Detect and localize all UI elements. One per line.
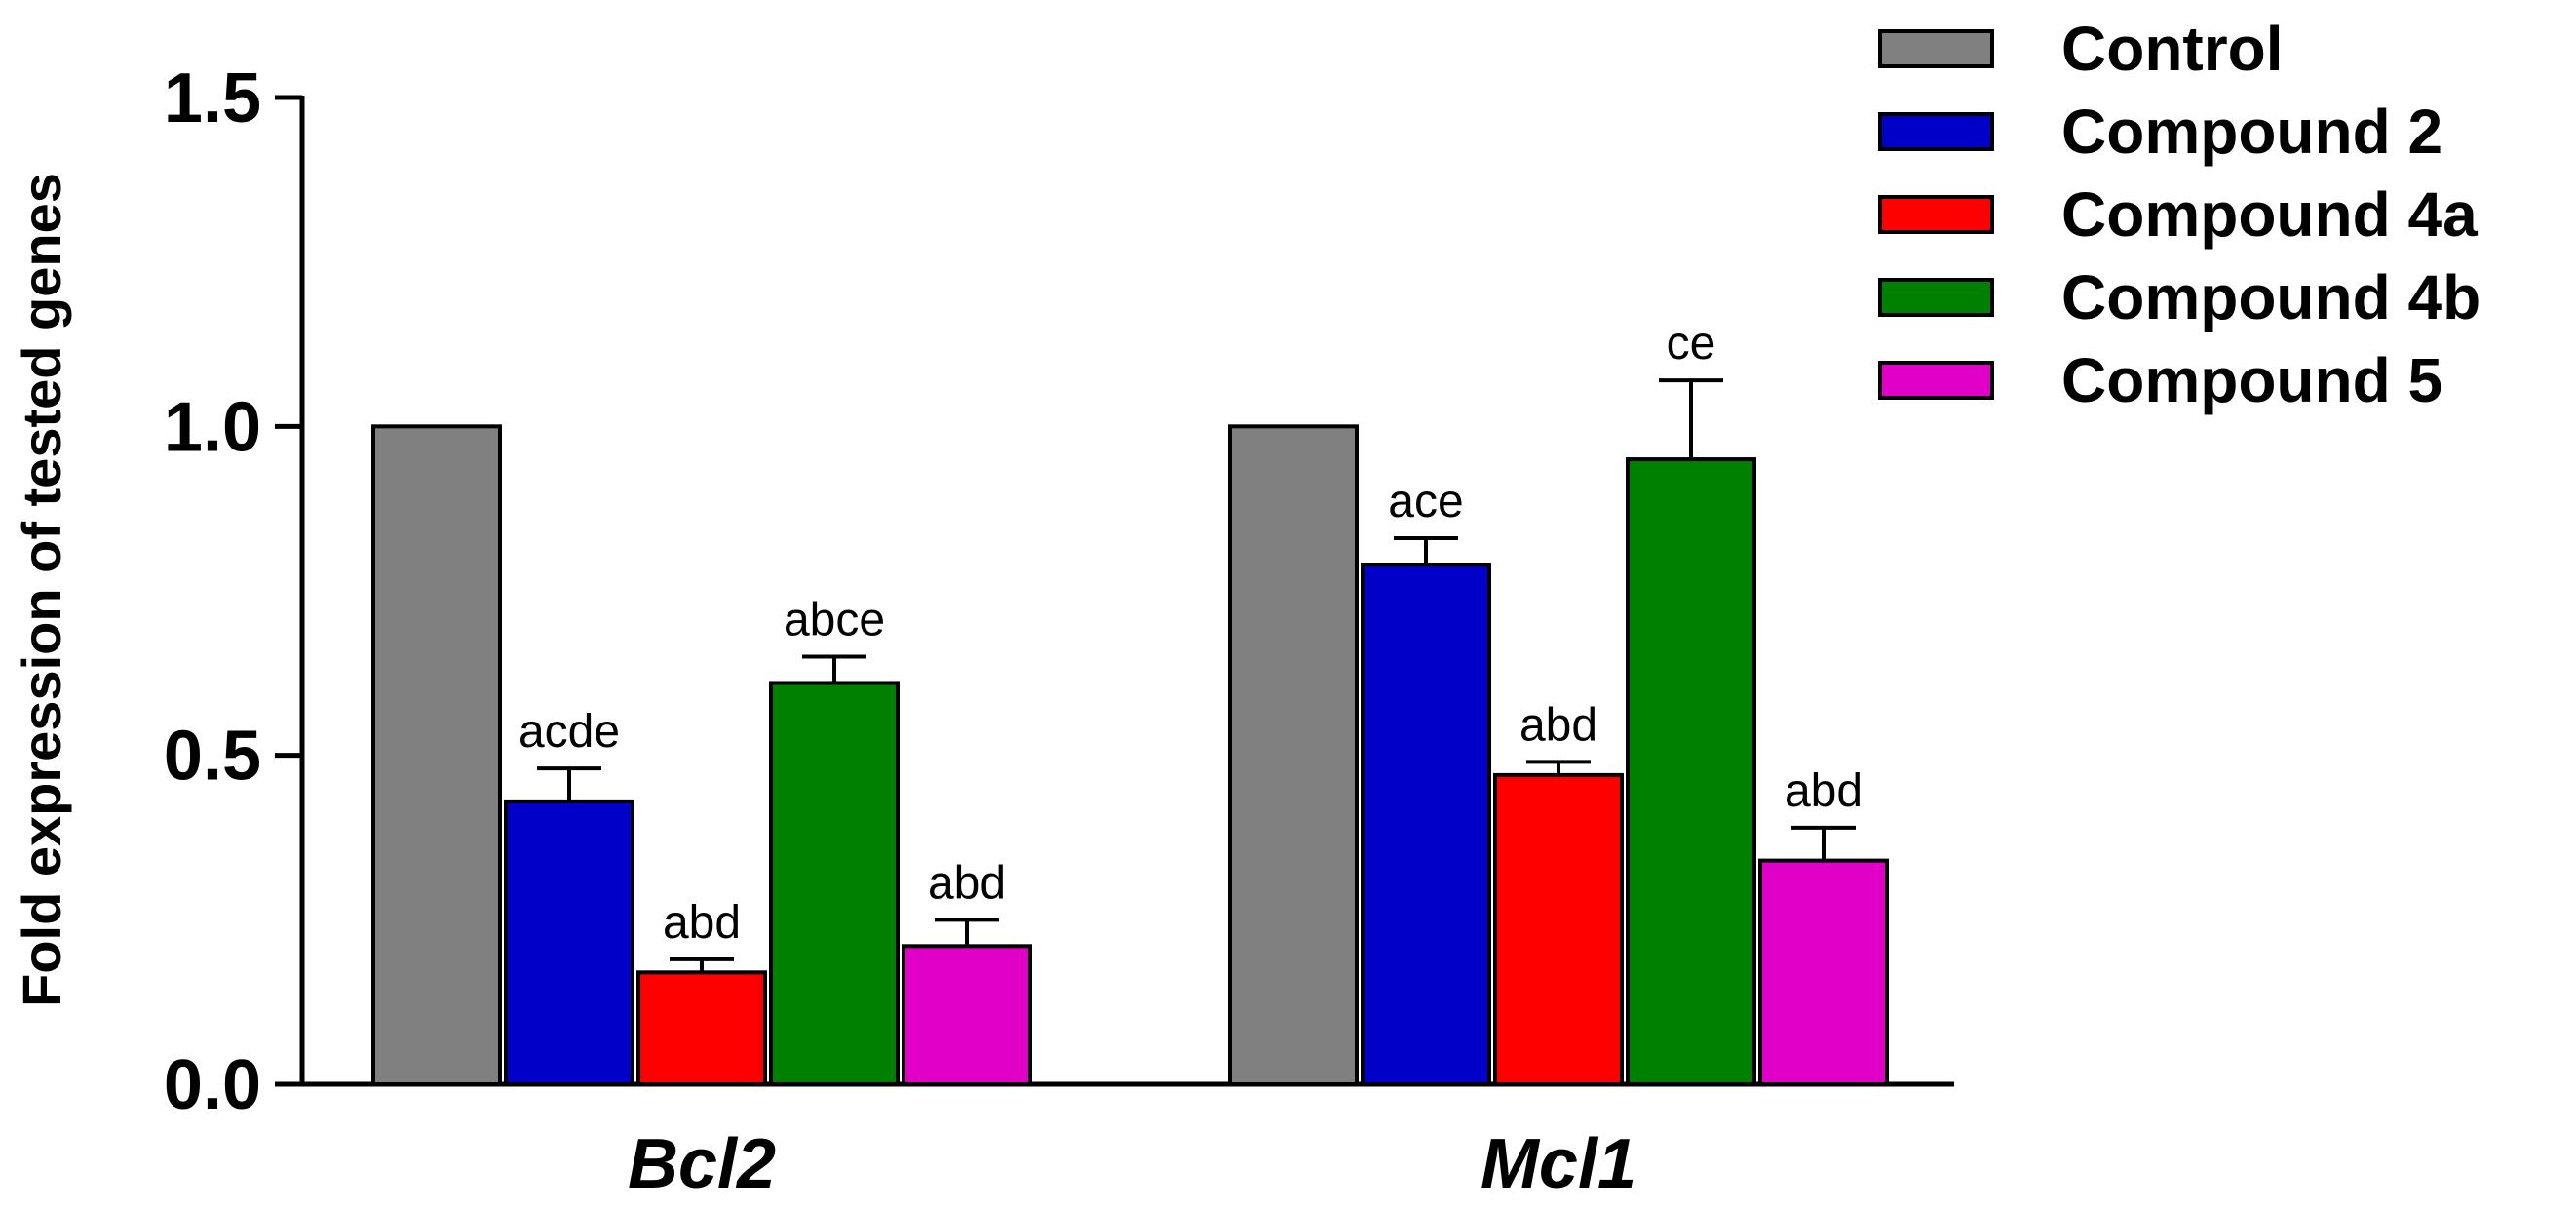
- legend-label-compound-4b: Compound 4b: [2061, 262, 2480, 332]
- legend: Control Compound 2 Compound 4a Compound 4b C…: [1878, 14, 2480, 415]
- legend-label-compound-4a: Compound 4a: [2061, 179, 2478, 250]
- bar-bcl2-compound-5: [902, 944, 1032, 1086]
- legend-swatch-compound-2: [1878, 112, 1994, 151]
- bar-mcl1-compound-5: [1758, 858, 1889, 1087]
- significance-label: ace: [1388, 476, 1463, 527]
- category-label-bcl2: Bcl2: [628, 1125, 776, 1203]
- legend-swatch-control: [1878, 29, 1994, 68]
- y-tick-label: 0.0: [164, 1046, 261, 1124]
- bar-bcl2-compound-2: [504, 799, 634, 1086]
- y-tick-label: 0.5: [164, 718, 261, 796]
- y-axis-label: Fold expression of tested genes: [11, 173, 72, 1007]
- legend-label-compound-5: Compound 5: [2061, 345, 2442, 415]
- legend-label-compound-2: Compound 2: [2061, 97, 2442, 167]
- significance-label: acde: [519, 706, 620, 758]
- bar-mcl1-compound-4a: [1493, 772, 1624, 1086]
- significance-label: abd: [928, 857, 1006, 909]
- significance-label: abd: [663, 897, 741, 949]
- bars: acde abd abce abd Bcl2 ace abd ce abd Mcl1: [371, 318, 1889, 1203]
- bar-mcl1-control: [1228, 424, 1359, 1087]
- legend-swatch-compound-4b: [1878, 278, 1994, 317]
- bar-mcl1-compound-4b: [1626, 457, 1756, 1087]
- significance-label: abd: [1785, 765, 1863, 817]
- legend-swatch-compound-4a: [1878, 195, 1994, 234]
- bar-bcl2-compound-4a: [636, 970, 767, 1086]
- legend-swatch-compound-5: [1878, 361, 1994, 400]
- y-tick-label: 1.0: [164, 388, 261, 466]
- bar-bcl2-compound-4b: [769, 681, 900, 1086]
- y-tick-label: 1.5: [164, 59, 261, 137]
- legend-label-control: Control: [2061, 14, 2284, 84]
- significance-label: abce: [784, 594, 885, 645]
- category-label-mcl1: Mcl1: [1480, 1125, 1636, 1203]
- bar-bcl2-control: [371, 424, 502, 1087]
- significance-label: abd: [1519, 699, 1597, 751]
- significance-label: ce: [1667, 318, 1716, 370]
- bar-mcl1-compound-2: [1361, 563, 1491, 1086]
